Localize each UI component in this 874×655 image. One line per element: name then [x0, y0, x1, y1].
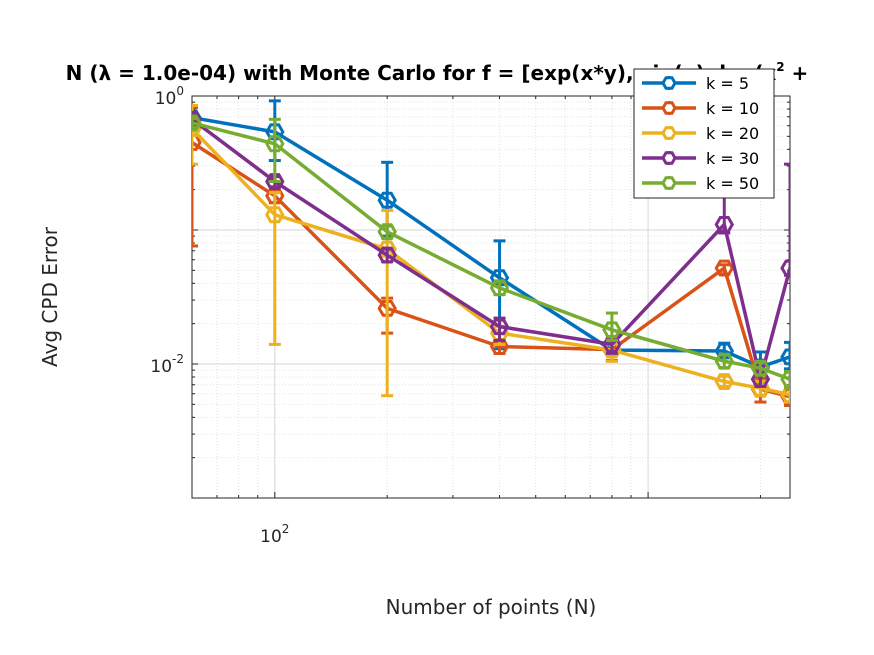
data-point — [750, 379, 771, 397]
data-point — [377, 246, 397, 264]
legend-label: k = 50 — [706, 174, 759, 193]
data-point — [780, 348, 790, 366]
legend-item: k = 30 — [642, 149, 759, 168]
legend-label: k = 10 — [706, 99, 759, 118]
y-tick-label: 100 — [155, 84, 184, 109]
data-point — [192, 114, 202, 132]
data-point — [377, 191, 397, 209]
data-point — [265, 173, 285, 190]
legend-label: k = 5 — [706, 74, 749, 93]
legend-marker — [661, 101, 677, 115]
legend-marker — [661, 76, 677, 90]
data-point — [714, 216, 735, 233]
data-point — [714, 352, 735, 370]
data-point — [714, 342, 735, 360]
data-point — [780, 370, 790, 388]
ticks: 102 10-2 100 — [150, 84, 790, 547]
series-line — [192, 117, 790, 381]
data-point — [192, 110, 202, 128]
data-point — [377, 300, 397, 317]
data-point — [714, 373, 735, 390]
legend-label: k = 30 — [706, 149, 759, 168]
data-point — [377, 223, 397, 241]
legend-marker — [661, 151, 677, 165]
data-point — [265, 206, 285, 224]
data-point — [780, 386, 790, 404]
legend-item: k = 5 — [642, 74, 749, 93]
data-point — [602, 341, 622, 359]
legend-marker — [661, 126, 677, 140]
legend-item: k = 10 — [642, 99, 759, 118]
data-point — [602, 321, 622, 339]
data-point — [714, 259, 735, 277]
data-point — [265, 135, 285, 153]
legend-label: k = 20 — [706, 124, 759, 143]
legend-item: k = 50 — [642, 174, 759, 193]
plot-frame — [191, 95, 791, 499]
data-point — [489, 279, 510, 297]
legend: k = 5 k = 10 k = 20 k = 30 k = 50 — [633, 68, 775, 199]
legend-item: k = 20 — [642, 124, 759, 143]
y-tick-label: 10-2 — [150, 352, 184, 377]
x-tick-label: 102 — [260, 522, 289, 547]
y-axis-label: Avg CPD Error — [38, 226, 62, 367]
data-point — [750, 359, 771, 377]
data-point — [489, 318, 510, 336]
data-point — [489, 269, 510, 287]
series-layer — [192, 99, 790, 408]
legend-marker — [661, 176, 677, 190]
data-point — [780, 259, 790, 277]
series-5 — [192, 114, 790, 390]
x-axis-label: Number of points (N) — [386, 595, 597, 619]
